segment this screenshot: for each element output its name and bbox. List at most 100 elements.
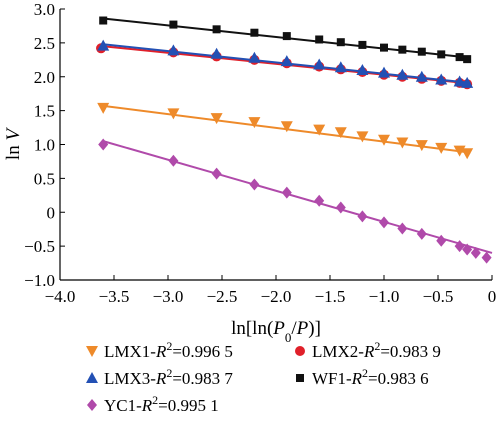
data-point-yc1	[249, 178, 260, 191]
data-point-yc1	[211, 167, 222, 180]
data-point-lmx3	[334, 61, 347, 73]
legend-label-lmx2: LMX2-R2=0.983 9	[312, 339, 441, 361]
data-point-yc1	[379, 216, 389, 229]
data-point-lmx1	[210, 113, 223, 125]
data-point-yc1	[168, 154, 179, 167]
data-point-wf1	[250, 28, 259, 37]
data-point-lmx1	[167, 108, 180, 120]
data-point-lmx1	[334, 127, 347, 139]
x-tick-label: −2.5	[207, 287, 238, 306]
data-point-lmx3	[280, 55, 293, 67]
data-point-yc1	[462, 243, 473, 256]
data-point-lmx3	[248, 51, 261, 63]
data-point-wf1	[169, 20, 178, 29]
data-point-yc1	[454, 240, 465, 253]
x-tick-label: −1.5	[315, 287, 346, 306]
legend-marker-lmx1	[86, 346, 98, 357]
data-point-yc1	[436, 234, 447, 247]
y-tick-label: 0	[47, 203, 56, 222]
data-point-lmx1	[280, 121, 293, 133]
data-point-lmx3	[435, 73, 448, 85]
data-point-lmx1	[378, 134, 390, 146]
y-tick-label: 1.0	[34, 136, 55, 155]
data-point-lmx3	[378, 66, 390, 78]
data-point-yc1	[397, 222, 408, 235]
data-point-wf1	[417, 47, 426, 56]
legend-item-yc1: YC1-R2=0.995 1	[87, 393, 219, 415]
x-tick-label: −3.5	[99, 287, 130, 306]
data-point-lmx3	[415, 70, 428, 82]
y-tick-label: 3.0	[34, 0, 55, 19]
x-axis-title: ln[ln(P0/P)]	[231, 318, 321, 345]
legend-marker-lmx3	[86, 372, 98, 383]
data-point-lmx3	[97, 39, 110, 51]
legend-item-wf1: WF1-R2=0.983 6	[296, 366, 429, 388]
data-point-lmx3	[356, 63, 369, 75]
axis-title-part: ln[ln(	[231, 318, 273, 339]
y-tick-label: −1.0	[24, 271, 55, 290]
data-point-lmx3	[210, 47, 223, 59]
data-point-lmx3	[453, 75, 466, 87]
data-point-wf1	[212, 25, 221, 34]
axis-title-part: P	[296, 318, 309, 339]
legend-label-lmx3: LMX3-R2=0.983 7	[104, 366, 233, 388]
x-tick-label: −3.0	[153, 287, 184, 306]
legend-label-yc1: YC1-R2=0.995 1	[104, 393, 219, 415]
axis-title-part: 0	[285, 330, 292, 345]
series-lmx1	[97, 102, 474, 160]
axis-title-part: V	[3, 127, 24, 141]
data-point-lmx3	[396, 68, 409, 80]
legend-label-lmx1: LMX1-R2=0.996 5	[104, 339, 233, 361]
axis-title-part: ln	[3, 141, 24, 161]
axis-title-part: P	[272, 318, 285, 339]
data-point-yc1	[416, 227, 427, 240]
x-tick-label: 0	[488, 287, 497, 306]
data-point-lmx3	[313, 58, 326, 70]
data-point-yc1	[281, 186, 292, 199]
y-tick-label: 0.5	[34, 169, 55, 188]
legend-item-lmx2: LMX2-R2=0.983 9	[295, 339, 441, 361]
series-yc1	[98, 138, 493, 264]
data-point-wf1	[358, 40, 367, 49]
data-point-wf1	[315, 35, 324, 44]
y-tick-label: −0.5	[24, 237, 55, 256]
data-point-lmx1	[97, 102, 110, 114]
x-tick-label: −1.0	[369, 287, 400, 306]
chart-axes: −1.0 −0.5 0 0.5 1.0 1.5 2.0 2.5 3.0 −4.0 −3.5 −3.0 −…	[24, 0, 496, 306]
data-point-wf1	[336, 38, 345, 47]
data-point-wf1	[437, 50, 446, 59]
data-point-wf1	[99, 16, 108, 25]
data-point-lmx3	[461, 76, 474, 88]
data-point-yc1	[335, 201, 346, 214]
data-point-lmx1	[313, 124, 326, 136]
fit-line-yc1	[102, 140, 493, 254]
data-point-yc1	[357, 210, 368, 223]
data-point-lmx1	[396, 137, 409, 149]
data-point-lmx3	[167, 44, 180, 56]
legend-label-wf1: WF1-R2=0.983 6	[312, 366, 429, 388]
legend-marker-lmx2	[295, 346, 305, 356]
series-lmx3	[97, 39, 474, 88]
data-point-wf1	[398, 45, 407, 54]
x-tick-label: −2.0	[261, 287, 292, 306]
y-tick-label: 1.5	[34, 102, 55, 121]
legend-marker-yc1	[87, 399, 97, 411]
data-point-lmx1	[356, 131, 369, 143]
legend-marker-wf1	[296, 374, 304, 382]
x-tick-label: −4.0	[45, 287, 76, 306]
data-point-lmx1	[415, 140, 428, 152]
plot-marks	[96, 16, 493, 264]
y-tick-label: 2.5	[34, 34, 55, 53]
data-point-yc1	[314, 194, 325, 207]
axis-title-part: /	[291, 318, 297, 339]
data-point-wf1	[380, 43, 388, 52]
data-point-lmx1	[248, 117, 261, 129]
axis-title-part: )]	[308, 318, 321, 339]
legend: LMX1-R2=0.996 5 LMX2-R2=0.983 9 LMX3-R2=0.…	[86, 339, 441, 415]
data-point-wf1	[282, 32, 291, 41]
data-point-lmx1	[461, 148, 474, 160]
legend-item-lmx1: LMX1-R2=0.996 5	[86, 339, 233, 361]
x-tick-label: −0.5	[423, 287, 454, 306]
data-point-yc1	[98, 138, 109, 151]
